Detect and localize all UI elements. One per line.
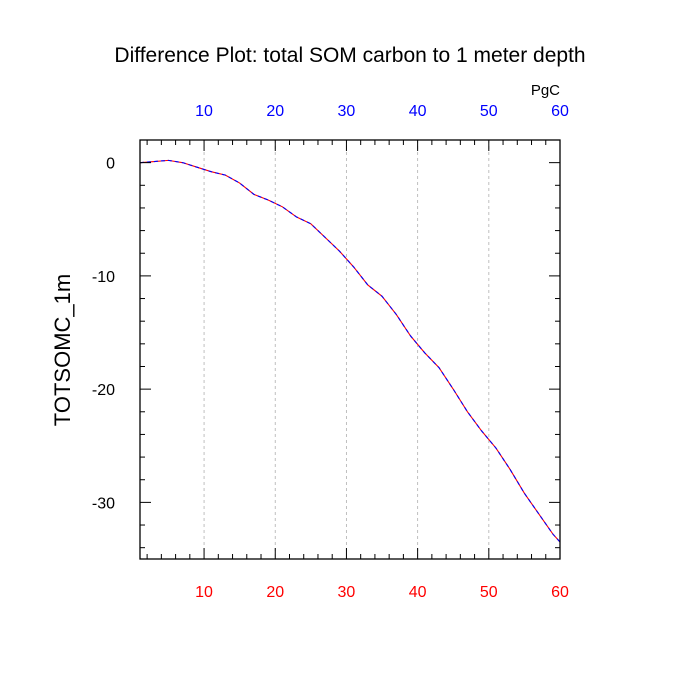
- x-tick-label-bottom: 50: [480, 584, 498, 601]
- y-tick-label: -30: [92, 495, 115, 512]
- series-line-overlay: [139, 159, 561, 543]
- series-line: [139, 159, 561, 543]
- x-tick-label-bottom: 20: [266, 584, 284, 601]
- x-tick-label-bottom: 60: [551, 584, 569, 601]
- x-tick-label-top: 50: [480, 103, 498, 120]
- x-tick-label-top: 30: [338, 103, 356, 120]
- series-layer: [139, 159, 561, 543]
- tick-marks: [140, 140, 561, 559]
- x-tick-label-top: 20: [266, 103, 284, 120]
- tick-labels: 10 10 20 20 30 30 40 40 50 50 60 60 0 -10 -20 -30: [92, 103, 569, 601]
- chart-title: Difference Plot: total SOM carbon to 1 m…: [114, 44, 585, 67]
- x-tick-label-top: 10: [195, 103, 213, 120]
- y-tick-label: -10: [92, 269, 115, 286]
- x-tick-label-bottom: 10: [195, 584, 213, 601]
- plot-frame: [139, 139, 561, 560]
- y-tick-label: -20: [92, 382, 115, 399]
- y-tick-label: 0: [106, 156, 115, 173]
- x-tick-label-top: 60: [551, 103, 569, 120]
- top-axis-unit: PgC: [531, 82, 560, 99]
- x-tick-label-top: 40: [409, 103, 427, 120]
- grid-lines: [203, 140, 490, 559]
- y-axis-label: TOTSOMC_1m: [50, 274, 75, 426]
- x-tick-label-bottom: 40: [409, 584, 427, 601]
- x-tick-label-bottom: 30: [338, 584, 356, 601]
